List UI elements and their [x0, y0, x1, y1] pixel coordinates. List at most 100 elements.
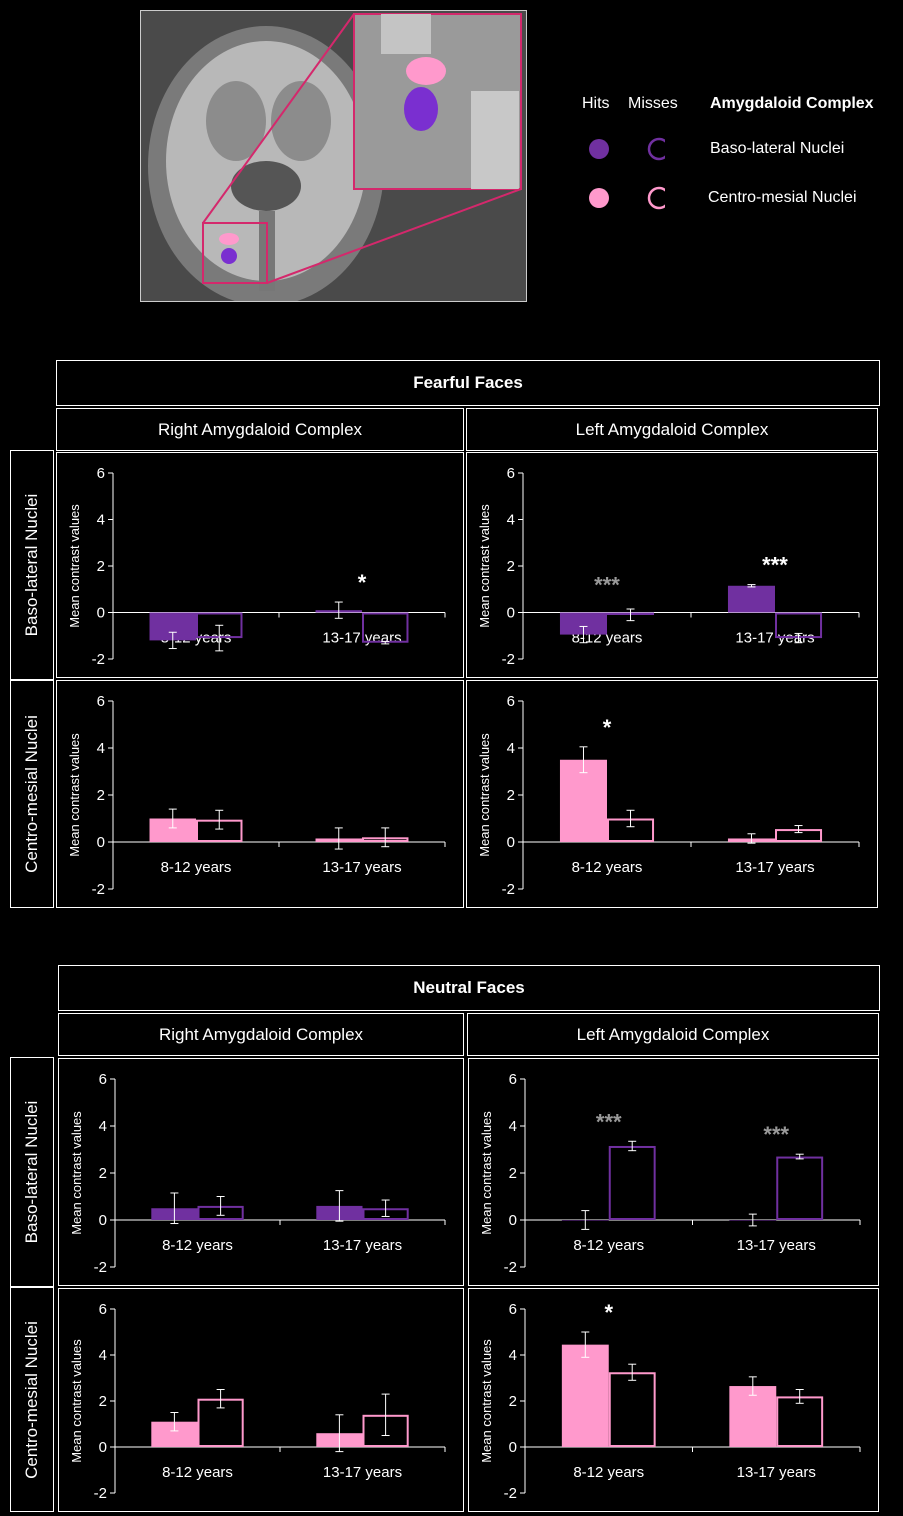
- y-tick-label: -2: [502, 651, 515, 668]
- chart-neutral-baso-left: -2 0 2 4 6 Mean contrast values 8-12 years *** 1…: [468, 1058, 879, 1286]
- x-tick-label: 13-17 years: [737, 1464, 816, 1481]
- neutral-baso-row-label: Baso-lateral Nuclei: [10, 1057, 54, 1287]
- y-tick-label: 6: [509, 1071, 517, 1088]
- bar-hits: [149, 818, 196, 842]
- legend-baso-misses-marker: [647, 137, 665, 161]
- y-tick-label: 4: [509, 1347, 517, 1364]
- y-tick-label: 6: [507, 693, 515, 710]
- bar-hits: [559, 759, 607, 842]
- bar-hits: [727, 585, 775, 613]
- x-tick-label: 8-12 years: [573, 1237, 644, 1254]
- significance-annotation: ***: [596, 1109, 622, 1134]
- y-tick-label: 0: [507, 834, 515, 851]
- y-tick-label: -2: [502, 881, 515, 898]
- significance-annotation: *: [603, 715, 612, 740]
- x-tick-label: 8-12 years: [573, 1464, 644, 1481]
- bar-misses: [776, 1396, 824, 1447]
- y-axis-label: Mean contrast values: [69, 1339, 84, 1463]
- legend-centro-label: Centro-mesial Nuclei: [708, 189, 857, 206]
- legend-markers: [589, 137, 665, 210]
- legend-baso-label: Baso-lateral Nuclei: [710, 140, 845, 157]
- x-tick-label: 8-12 years: [162, 1237, 233, 1254]
- y-tick-label: 2: [99, 1165, 107, 1182]
- y-tick-label: 0: [507, 605, 515, 622]
- y-tick-label: -2: [504, 1259, 517, 1276]
- significance-annotation: *: [358, 570, 367, 595]
- significance-annotation: ***: [762, 553, 788, 578]
- x-tick-label: 8-12 years: [572, 859, 643, 876]
- y-tick-label: 2: [509, 1165, 517, 1182]
- bar-misses: [608, 1372, 656, 1447]
- y-tick-label: 6: [509, 1301, 517, 1318]
- x-tick-label: 8-12 years: [162, 1464, 233, 1481]
- y-tick-label: 6: [97, 693, 105, 710]
- y-tick-label: 0: [509, 1212, 517, 1229]
- y-axis-label: Mean contrast values: [479, 1339, 494, 1463]
- y-tick-label: 0: [97, 834, 105, 851]
- bar-hits: [729, 1386, 777, 1447]
- x-tick-label: 13-17 years: [737, 1237, 816, 1254]
- legend-hits-header: Hits: [582, 95, 610, 112]
- x-tick-label: 13-17 years: [735, 859, 814, 876]
- y-tick-label: 0: [99, 1212, 107, 1229]
- chart-neutral-baso-right: -2 0 2 4 6 Mean contrast values 8-12 years 13-1…: [58, 1058, 464, 1286]
- y-tick-label: 4: [509, 1118, 517, 1135]
- chart-fearful-centro-left: -2 0 2 4 6 Mean contrast values 8-12 years * 13-…: [466, 680, 878, 908]
- y-tick-label: -2: [504, 1485, 517, 1502]
- fearful-faces-header: Fearful Faces: [56, 360, 880, 406]
- legend-centro-misses-marker: [647, 186, 665, 210]
- legend-misses-header: Misses: [628, 95, 678, 112]
- y-tick-label: 4: [507, 512, 515, 529]
- y-tick-label: 0: [509, 1439, 517, 1456]
- y-tick-label: 4: [507, 740, 515, 757]
- y-tick-label: 4: [99, 1347, 107, 1364]
- y-tick-label: 2: [507, 787, 515, 804]
- bar-hits: [559, 612, 607, 635]
- y-tick-label: 2: [97, 558, 105, 575]
- y-tick-label: -2: [92, 651, 105, 668]
- bar-misses: [776, 1156, 824, 1221]
- y-tick-label: 4: [97, 512, 105, 529]
- y-tick-label: -2: [94, 1259, 107, 1276]
- y-tick-label: 6: [97, 465, 105, 482]
- significance-annotation: ***: [594, 572, 620, 597]
- neutral-faces-header: Neutral Faces: [58, 965, 880, 1011]
- y-tick-label: 4: [97, 740, 105, 757]
- y-tick-label: 6: [99, 1301, 107, 1318]
- legend-title: Amygdaloid Complex: [710, 95, 874, 112]
- y-tick-label: 2: [507, 558, 515, 575]
- y-axis-label: Mean contrast values: [67, 733, 82, 857]
- y-tick-label: 6: [99, 1071, 107, 1088]
- fearful-centro-row-label: Centro-mesial Nuclei: [10, 680, 54, 908]
- x-tick-label: 13-17 years: [323, 1464, 402, 1481]
- y-axis-label: Mean contrast values: [477, 733, 492, 857]
- significance-annotation: ***: [763, 1122, 789, 1147]
- x-tick-label: 13-17 years: [322, 859, 401, 876]
- y-axis-label: Mean contrast values: [479, 1111, 494, 1235]
- y-axis-label: Mean contrast values: [69, 1111, 84, 1235]
- legend-centro-hits-marker: [589, 188, 609, 208]
- chart-neutral-centro-left: -2 0 2 4 6 Mean contrast values 8-12 years * 13-…: [468, 1288, 879, 1512]
- significance-annotation: *: [604, 1300, 613, 1325]
- chart-neutral-centro-right: -2 0 2 4 6 Mean contrast values 8-12 years 13-1…: [58, 1288, 464, 1512]
- y-axis-label: Mean contrast values: [67, 504, 82, 628]
- x-tick-label: 8-12 years: [161, 859, 232, 876]
- y-tick-label: 2: [99, 1393, 107, 1410]
- y-tick-label: -2: [94, 1485, 107, 1502]
- bar-misses: [608, 1145, 656, 1220]
- fearful-left-column-header: Left Amygdaloid Complex: [466, 408, 878, 451]
- y-tick-label: -2: [92, 881, 105, 898]
- x-tick-label: 13-17 years: [323, 1237, 402, 1254]
- y-tick-label: 2: [509, 1393, 517, 1410]
- neutral-left-column-header: Left Amygdaloid Complex: [467, 1013, 879, 1056]
- neutral-right-column-header: Right Amygdaloid Complex: [58, 1013, 464, 1056]
- y-tick-label: 0: [99, 1439, 107, 1456]
- y-tick-label: 6: [507, 465, 515, 482]
- fearful-right-column-header: Right Amygdaloid Complex: [56, 408, 464, 451]
- y-tick-label: 2: [97, 787, 105, 804]
- neutral-centro-row-label: Centro-mesial Nuclei: [10, 1287, 54, 1512]
- y-axis-label: Mean contrast values: [477, 504, 492, 628]
- y-tick-label: 0: [97, 605, 105, 622]
- brain-mri-image: [140, 10, 527, 302]
